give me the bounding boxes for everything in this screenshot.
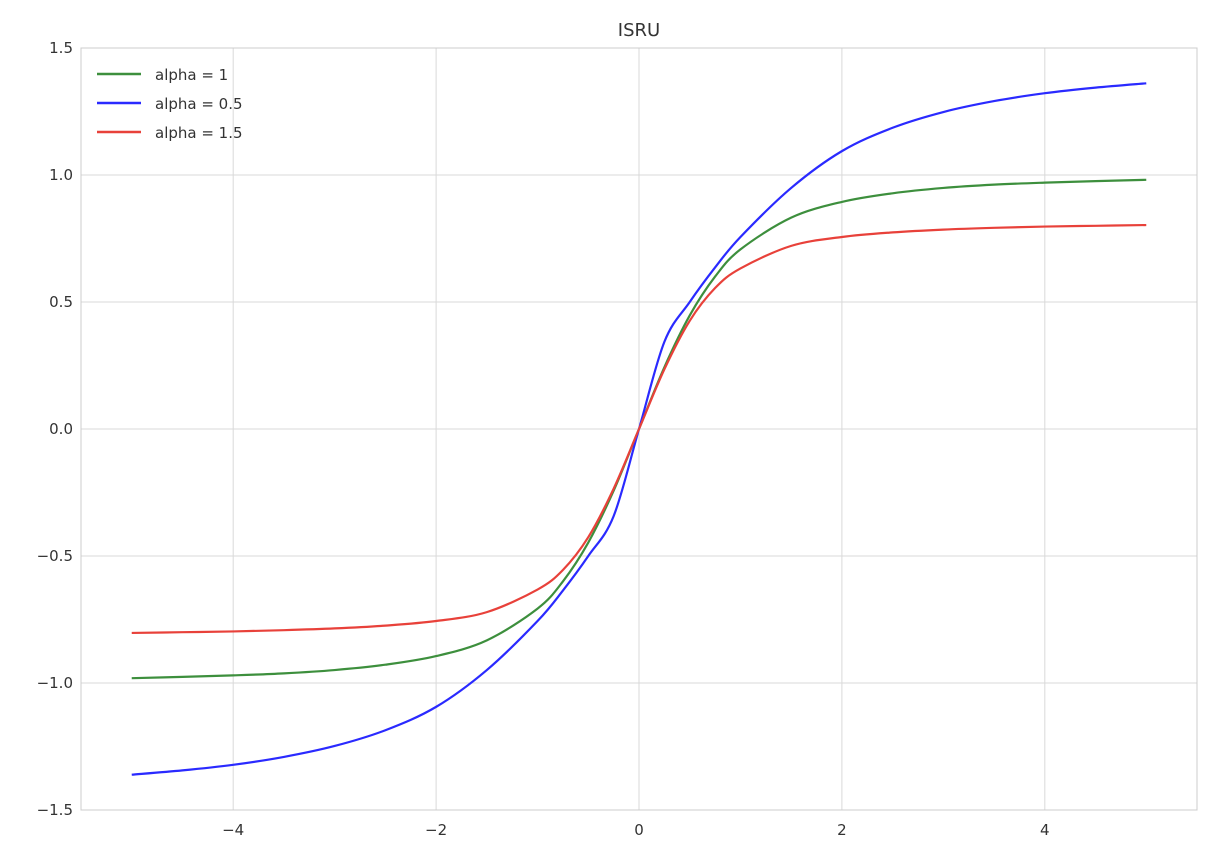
y-tick-label: 1.5 [49, 39, 73, 57]
chart-title: ISRU [618, 20, 660, 41]
y-tick-label: −1.0 [37, 674, 73, 692]
x-tick-label: −2 [425, 821, 447, 839]
x-tick-label: 4 [1040, 821, 1050, 839]
plot-frame [80, 47, 1198, 811]
legend-label-0: alpha = 1 [155, 66, 228, 84]
y-tick-label: 0.5 [49, 293, 73, 311]
y-tick-label: −1.5 [37, 801, 73, 819]
legend-label-1: alpha = 0.5 [155, 95, 243, 113]
x-tick-label: 2 [837, 821, 847, 839]
y-tick-label: −0.5 [37, 547, 73, 565]
legend-label-2: alpha = 1.5 [155, 124, 243, 142]
tick-labels: −4 −2 0 2 4 −1.5 −1.0 −0.5 0.0 0.5 1.0 1.5 [37, 39, 1050, 839]
x-tick-label: 0 [634, 821, 644, 839]
legend: alpha = 1 alpha = 0.5 alpha = 1.5 [97, 66, 243, 142]
y-tick-label: 0.0 [49, 420, 73, 438]
y-tick-label: 1.0 [49, 166, 73, 184]
x-tick-label: −4 [222, 821, 244, 839]
series-lines [131, 82, 1147, 776]
series-line-2 [131, 223, 1147, 635]
